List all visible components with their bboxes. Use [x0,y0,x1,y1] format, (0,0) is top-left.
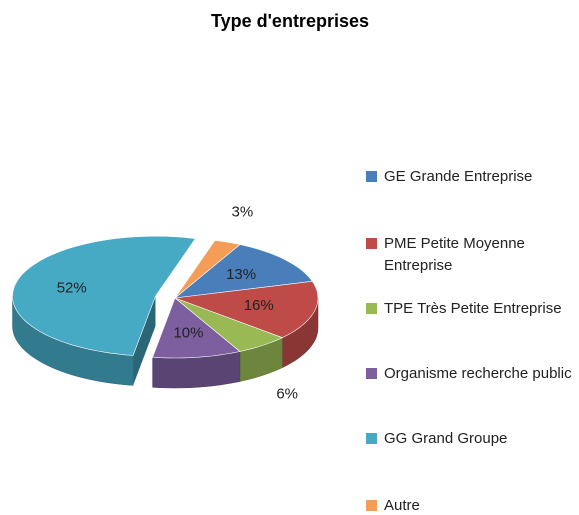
legend-swatch [366,500,377,511]
data-label: 52% [57,279,87,296]
legend-label: Autre [384,497,420,514]
slice [12,235,196,356]
data-label: 6% [276,386,298,403]
legend-label: TPE Très Petite Entreprise [384,300,562,317]
legend-swatch [366,368,377,379]
data-label: 3% [232,204,254,221]
legend-label: Organisme recherche public [384,365,572,382]
data-label: 13% [226,266,256,283]
legend-label: GG Grand Groupe [384,430,508,447]
legend-swatch [366,303,377,314]
slice [174,280,319,339]
slice [174,244,313,299]
slice [174,297,284,352]
data-label: 16% [244,297,274,314]
legend-label: PME Petite Moyenne Entreprise [384,235,525,274]
legend-swatch [366,171,377,182]
slice [152,297,241,359]
slice [174,240,241,299]
data-label: 10% [173,325,203,342]
slice-wall [133,296,156,386]
legend-label: GE Grande Entreprise [384,168,533,185]
chart-title: Type d'entreprises [211,11,369,31]
legend-swatch [366,433,377,444]
legend-swatch [366,238,377,249]
